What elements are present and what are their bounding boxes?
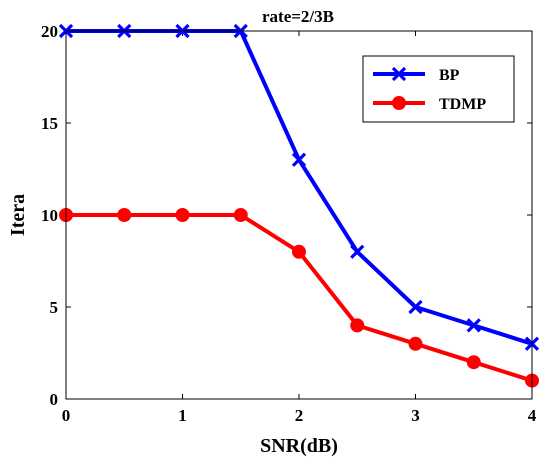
legend-item-tdmp: TDMP	[373, 96, 486, 113]
plot-frame	[65, 30, 533, 400]
x-tick-label: 2	[295, 406, 304, 425]
legend: BP TDMP	[362, 55, 515, 123]
x-tick-label: 0	[62, 406, 71, 425]
y-tick-label: 5	[50, 298, 59, 317]
data-point-tdmp	[117, 208, 132, 222]
series-line-tdmp	[66, 213, 533, 383]
legend-label: BP	[439, 67, 460, 84]
y-tick-label: 20	[41, 22, 58, 41]
data-point-tdmp	[292, 244, 306, 259]
data-point-bp	[291, 152, 307, 167]
x-tick-label: 1	[178, 406, 187, 425]
y-axis-title: Itera	[7, 194, 29, 236]
y-tick-label: 0	[50, 390, 59, 409]
legend-label: TDMP	[439, 96, 486, 113]
x-tick-label: 4	[528, 406, 537, 425]
legend-marker	[391, 66, 407, 82]
chart-title: rate=2/3B	[262, 7, 334, 26]
data-point-tdmp	[408, 336, 423, 351]
legend-item-bp: BP	[373, 66, 460, 84]
legend-box	[362, 55, 515, 123]
data-point-tdmp	[233, 208, 248, 222]
legend-marker	[392, 96, 406, 110]
data-point-tdmp	[350, 318, 365, 333]
data-point-bp	[350, 244, 365, 259]
data-point-bp	[408, 299, 423, 315]
y-tick-label: 10	[41, 206, 58, 225]
data-point-tdmp	[175, 208, 190, 222]
y-tick-label: 15	[41, 114, 58, 133]
x-axis-title: SNR(dB)	[260, 435, 338, 457]
data-point-tdmp	[466, 355, 481, 370]
series-tdmp	[59, 208, 539, 388]
data-point-bp	[466, 318, 481, 333]
x-tick-label: 3	[411, 406, 420, 425]
